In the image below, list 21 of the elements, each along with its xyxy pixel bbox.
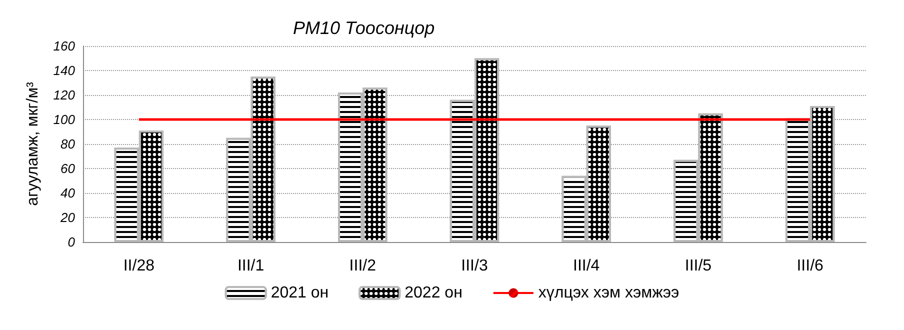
x-tick-label: III/1 bbox=[237, 258, 264, 274]
x-tick-label: II/28 bbox=[123, 258, 155, 274]
x-tick-label: III/5 bbox=[684, 258, 712, 274]
y-tick-label: 80 bbox=[60, 136, 76, 152]
legend-label: 2021 он bbox=[270, 284, 329, 302]
x-tick-label: III/2 bbox=[349, 258, 376, 274]
y-tick-label: 160 bbox=[53, 38, 76, 54]
x-tick-label: III/4 bbox=[573, 258, 600, 274]
x-tick-label: III/6 bbox=[796, 258, 824, 274]
x-tick-label: III/3 bbox=[461, 258, 488, 274]
y-tick-label: 140 bbox=[53, 63, 76, 78]
y-tick-label: 100 bbox=[53, 112, 76, 127]
legend-label: 2022 он bbox=[404, 284, 462, 302]
y-tick-label: 60 bbox=[60, 161, 76, 176]
y-tick-label: 40 bbox=[60, 186, 76, 200]
legend-label: хүлцэх хэм хэмжээ bbox=[538, 284, 680, 302]
y-axis-title: агууламж, мкг/м³ bbox=[24, 81, 42, 206]
y-tick-label: 120 bbox=[53, 88, 76, 102]
y-tick-label: 0 bbox=[68, 234, 76, 250]
chart-title: PM10 Тоосонцор bbox=[293, 18, 435, 38]
y-tick-label: 20 bbox=[60, 210, 76, 225]
